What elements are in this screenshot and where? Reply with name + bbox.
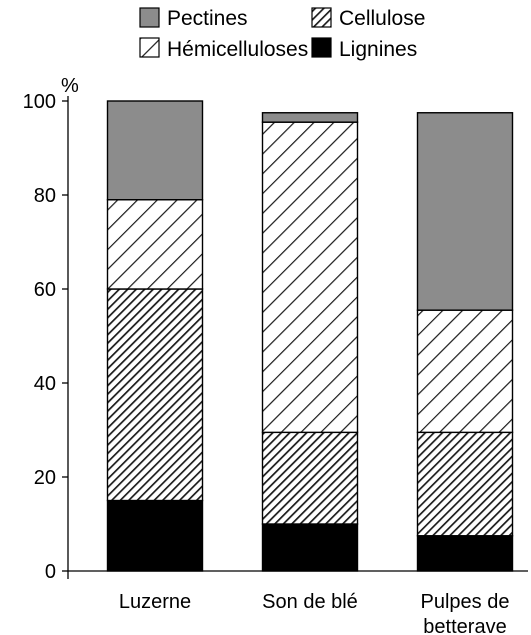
bar-segment-lignines: [416, 535, 514, 572]
bars: [106, 100, 514, 572]
x-axis-labels: Luzerne Son de blé Pulpes de betterave: [119, 591, 510, 635]
legend-item-hemicelluloses: Hémicelluloses: [139, 37, 308, 61]
bar-segment-pectines: [106, 100, 204, 201]
y-tick-label: 20: [34, 467, 56, 489]
legend: Pectines Cellulose Hémicelluloses Lignin…: [139, 7, 425, 61]
bar-segment-hemicelluloses: [416, 309, 514, 434]
y-tick-label: 40: [34, 373, 56, 395]
bar-segment-cellulose: [261, 431, 359, 525]
legend-item-pectines: Pectines: [139, 7, 248, 30]
legend-swatch-pectines: [139, 7, 160, 28]
x-tick-label: betterave: [423, 616, 506, 635]
legend-swatch-cellulose: [311, 7, 332, 28]
legend-swatch-hemicelluloses: [139, 37, 160, 58]
legend-label-pectines: Pectines: [167, 7, 248, 30]
y-tick-label: 80: [34, 185, 56, 207]
bar-segment-lignines: [106, 499, 204, 572]
bar-segment-cellulose: [106, 288, 204, 502]
x-tick-label: Luzerne: [119, 591, 191, 613]
legend-label-cellulose: Cellulose: [339, 7, 425, 30]
y-tick-label: 100: [23, 91, 56, 113]
legend-label-hemicelluloses: Hémicelluloses: [167, 38, 308, 61]
legend-label-lignines: Lignines: [339, 38, 417, 61]
bar-segment-hemicelluloses: [261, 121, 359, 434]
bar-segment-lignines: [261, 523, 359, 572]
y-axis-unit-label: %: [61, 75, 79, 97]
axes: 0 20 40 60 80 100: [23, 91, 528, 583]
legend-swatch-lignines: [311, 37, 332, 58]
y-tick-label: 60: [34, 279, 56, 301]
x-tick-label: Pulpes de: [421, 591, 510, 613]
y-tick-label: 0: [45, 561, 56, 583]
bar-segment-pectines: [261, 112, 359, 123]
legend-item-cellulose: Cellulose: [311, 7, 425, 30]
legend-item-lignines: Lignines: [311, 37, 417, 61]
bar-segment-cellulose: [416, 431, 514, 537]
bar-segment-hemicelluloses: [106, 198, 204, 290]
bar-segment-pectines: [416, 112, 514, 311]
x-tick-label: Son de blé: [262, 591, 358, 613]
